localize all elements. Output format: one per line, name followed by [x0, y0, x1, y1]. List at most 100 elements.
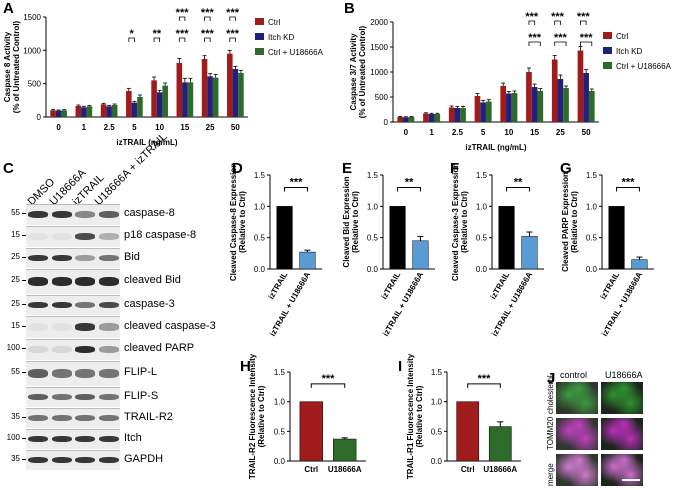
h-sig-label: ***: [322, 373, 336, 385]
blot-row-label-caspase-8: caspase-8: [124, 207, 175, 219]
g-y-tick-label: 0.0: [586, 265, 598, 274]
f-sig-bracket: [506, 187, 530, 192]
blot-row-flip-l: [26, 361, 120, 386]
blot-row-label-p18-caspase-8: p18 caspase-8: [124, 229, 197, 241]
blot-row-gapdh: [26, 450, 120, 470]
a-x-tick-label: 2.5: [104, 123, 116, 132]
blot-row-label-trail-r2: TRAIL-R2: [124, 410, 173, 423]
g-sig-bracket: [616, 187, 640, 192]
a-bar-ctrl-2-5: [100, 104, 107, 117]
a-bar-ctrl-u18666a-2-5: [111, 105, 118, 117]
g-bar-iztrail-u18666a: [631, 259, 648, 270]
blot-band: [98, 346, 119, 353]
a-bar-itch-kd-0: [55, 110, 62, 117]
blot-band: [98, 233, 119, 240]
b-x-tick-label: 15: [530, 128, 539, 137]
a-bar-ctrl-50: [227, 53, 233, 117]
a-sig-bracket: [178, 37, 186, 42]
blot-band: [98, 254, 119, 262]
blot-band: [51, 211, 72, 218]
b-sig-bracket: [528, 20, 536, 25]
a-x-tick-label: 15: [180, 123, 189, 132]
b-bar-ctrl-2-5: [448, 107, 455, 122]
b-y-axis-label: Caspase 3/7 Activity(% of Untreated Cont…: [349, 25, 367, 118]
b-bar-ctrl-0: [397, 117, 404, 122]
b-bar-itch-kd-15: [531, 87, 538, 122]
blot-band: [28, 211, 48, 218]
a-bar-ctrl-5: [126, 91, 132, 117]
blot-band: [75, 435, 95, 443]
western-blot-panel: DMSO U18666A izTRAIL U18666A + izTRAIL caspa…: [0, 131, 228, 490]
panel-label-i: I: [398, 358, 403, 375]
b-x-tick-label: 50: [582, 128, 591, 137]
micrograph-tile-tomm20-u18666a: [601, 418, 643, 450]
a-sig-bracket: [128, 37, 135, 42]
a-y-tick-label: 0: [37, 113, 42, 122]
blot-band: [75, 369, 95, 378]
a-bar-ctrl-10: [151, 80, 157, 117]
a-bar-ctrl-u18666a-1: [86, 106, 93, 117]
micrograph-tile-merge-control: [556, 454, 598, 486]
f-y-tick-label: 1.0: [476, 202, 488, 211]
blot-band: [75, 301, 95, 309]
blot-row-itch: [26, 429, 120, 449]
a-sig-label: **: [153, 28, 162, 40]
i-y-tick-label: 1.0: [431, 398, 443, 407]
a-bar-itch-kd-2-5: [106, 106, 112, 117]
blot-row-label-caspase-3: caspase-3: [124, 297, 175, 310]
a-x-tick-label: 10: [155, 123, 164, 132]
i-x-tick-label: U18666A: [483, 465, 517, 474]
blot-band: [51, 233, 72, 240]
blot-band: [28, 414, 48, 422]
d-y-tick-label: 1.5: [254, 171, 266, 180]
blot-band: [28, 369, 48, 378]
b-bar-ctrl-u18666a-0: [408, 117, 415, 122]
blot-band: [75, 456, 95, 464]
b-sig-bracket: [580, 20, 587, 25]
blot-row-p18-caspase-8: [26, 226, 120, 247]
blot-band: [51, 277, 72, 286]
b-bar-ctrl-u18666a-50: [588, 91, 595, 122]
e-y-tick-label: 1.0: [367, 202, 379, 211]
i-y-tick-label: 1.5: [431, 368, 443, 377]
b-legend-swatch-ctrl: [603, 32, 612, 39]
e-bar-iztrail: [389, 206, 406, 270]
blot-band: [51, 301, 72, 309]
f-bar-iztrail: [498, 206, 515, 270]
b-bar-itch-kd-25: [557, 79, 564, 122]
a-sig-label: ***: [226, 7, 240, 19]
b-sig-bracket: [554, 41, 567, 46]
blot-mw-marker: 25: [0, 252, 26, 261]
b-bar-itch-kd-10: [506, 93, 512, 122]
a-bar-ctrl-u18666a-5: [137, 97, 143, 117]
blot-band: [98, 435, 119, 443]
a-x-tick-label: 0: [56, 123, 61, 132]
a-legend-swatch-ctrl: [255, 18, 264, 25]
blot-band: [51, 435, 72, 443]
panel-label-j: J: [547, 370, 556, 387]
b-y-tick-label: 0: [384, 118, 389, 127]
b-bar-ctrl-u18666a-1: [434, 114, 441, 122]
a-bar-ctrl-0: [50, 110, 56, 117]
d-y-tick-label: 1.0: [254, 202, 266, 211]
b-bar-itch-kd-2-5: [454, 108, 461, 122]
h-y-axis-label: TRAIL-R2 Fluorescence Intensity(Relative…: [248, 353, 266, 479]
a-sig-label: ***: [201, 28, 215, 40]
blot-row-flip-s: [26, 387, 120, 407]
b-legend-label-ctrl-u18666a: Ctrl + U18666A: [616, 62, 672, 71]
b-bar-ctrl-25: [551, 59, 558, 122]
h-y-tick-label: 1.0: [274, 398, 286, 407]
b-y-tick-label: 1500: [370, 43, 388, 52]
g-y-tick-label: 1.0: [586, 202, 598, 211]
a-y-tick-label: 1000: [23, 46, 41, 55]
d-y-tick-label: 0.0: [254, 265, 266, 274]
blot-row-label-cleaved-caspase-3: cleaved caspase-3: [124, 319, 216, 332]
scale-bar: [622, 479, 640, 481]
blot-band: [98, 323, 119, 331]
a-sig-label: ***: [176, 28, 190, 40]
blot-band: [98, 277, 119, 286]
panel-label-g: G: [560, 160, 572, 177]
b-legend-swatch-ctrl-u18666a: [603, 62, 612, 69]
a-sig-bracket: [204, 16, 211, 21]
a-legend-swatch-ctrl-u18666a: [255, 48, 264, 55]
